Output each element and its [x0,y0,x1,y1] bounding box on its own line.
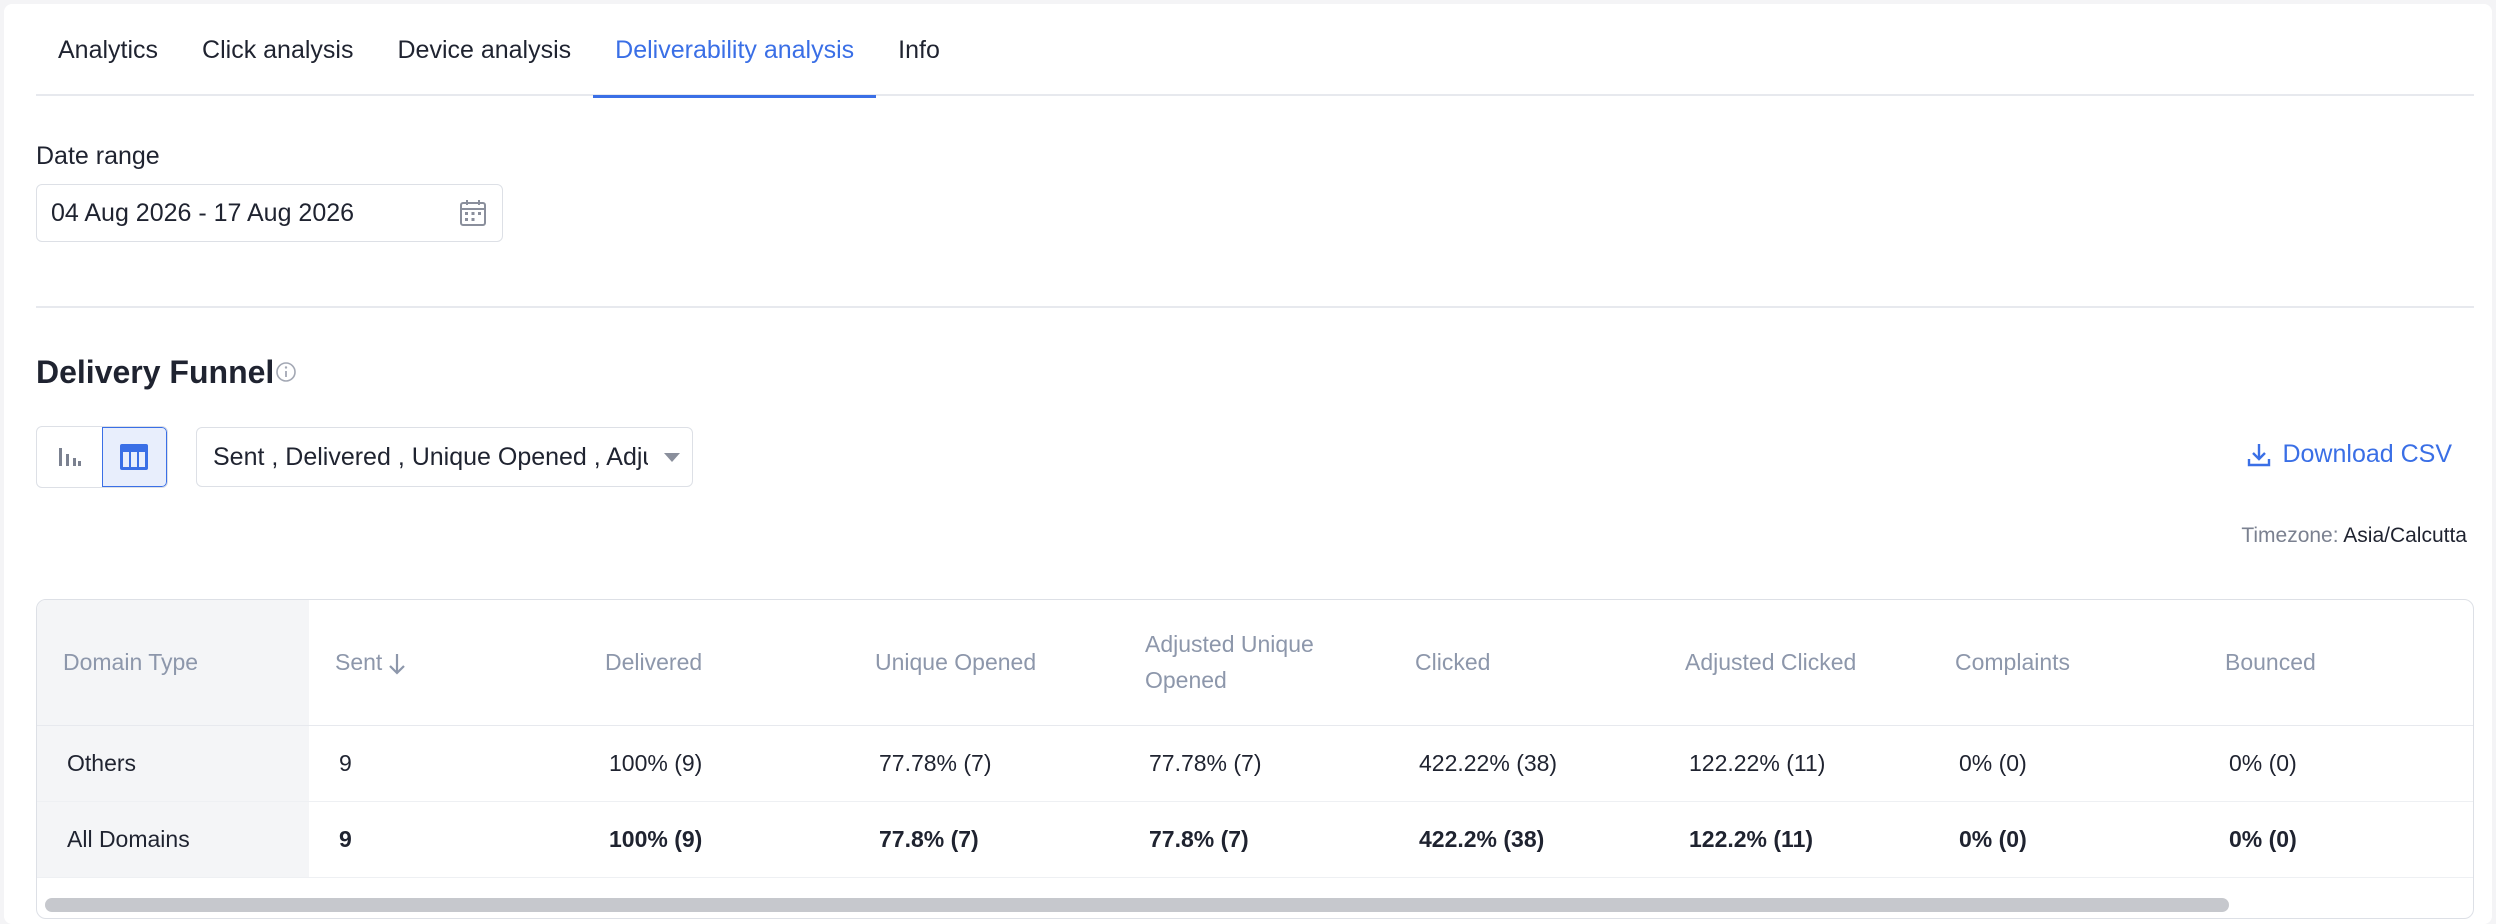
date-range-value: 04 Aug 2026 - 17 Aug 2026 [51,198,355,227]
timezone-value: Asia/Calcutta [2343,524,2467,547]
tab-info[interactable]: Info [898,35,940,64]
table-cell: 77.78% (7) [849,725,1119,802]
tab-device-analysis[interactable]: Device analysis [397,35,572,64]
download-icon [2248,443,2271,466]
table-header-row: Domain Type Sent Delivered Unique Opened… [37,600,2473,726]
date-range-picker[interactable]: 04 Aug 2026 - 17 Aug 2026 [36,184,503,242]
analytics-card: Analytics Click analysis Device analysis… [4,4,2492,924]
column-header-domain-type: Domain Type [37,600,309,726]
timezone-label: Timezone: [2241,524,2339,547]
column-header-unique-opened[interactable]: Unique Opened [849,600,1119,726]
table-cell: 0% (0) [1929,801,2199,878]
table-cell: 122.22% (11) [1659,725,1929,802]
table-row: Others 9 100% (9) 77.78% (7) 77.78% (7) … [37,725,2473,802]
table-cell: Others [37,725,309,802]
tab-deliverability-analysis[interactable]: Deliverability analysis [593,4,877,98]
sort-arrow-down-icon[interactable] [386,651,408,677]
info-icon[interactable] [274,360,298,384]
column-header-clicked[interactable]: Clicked [1389,600,1659,726]
table-cell: All Domains [37,801,309,878]
timezone-info: Timezone: Asia/Calcutta [2241,524,2467,548]
metrics-select-value: Sent , Delivered , Unique Opened , Adjus… [213,442,648,471]
table-cell: 0% (0) [2199,801,2473,878]
table-cell: 100% (9) [579,725,849,802]
table-cell: 0% (0) [2199,725,2473,802]
chevron-down-icon [664,453,680,462]
column-header-complaints[interactable]: Complaints [1929,600,2199,726]
table-icon [120,444,149,470]
column-header-adjusted-unique-opened[interactable]: Adjusted Unique Opened [1119,600,1389,726]
table-cell: 77.8% (7) [849,801,1119,878]
table-cell: 77.8% (7) [1119,801,1389,878]
table-cell: 0% (0) [1929,725,2199,802]
funnel-table: Domain Type Sent Delivered Unique Opened… [37,600,2473,878]
column-header-bounced[interactable]: Bounced [2199,600,2473,726]
table-view-button[interactable] [101,427,167,487]
date-range-label: Date range [36,142,160,170]
column-header-adjusted-clicked[interactable]: Adjusted Clicked [1659,600,1929,726]
table-cell: 422.2% (38) [1389,801,1659,878]
table-cell: 9 [309,725,579,802]
section-title: Delivery Funnel [36,354,275,390]
column-header-sent[interactable]: Sent [309,600,579,726]
tab-analytics[interactable]: Analytics [58,35,159,64]
table-cell: 422.22% (38) [1389,725,1659,802]
metrics-select[interactable]: Sent , Delivered , Unique Opened , Adjus… [196,427,693,487]
download-csv-button[interactable]: Download CSV [2246,440,2452,469]
view-toggle [36,426,168,488]
table-cell: 122.2% (11) [1659,801,1929,878]
column-header-delivered[interactable]: Delivered [579,600,849,726]
table-cell: 77.78% (7) [1119,725,1389,802]
table-cell: 100% (9) [579,801,849,878]
table-cell: 9 [309,801,579,878]
section-divider [36,306,2474,308]
funnel-table-container: Domain Type Sent Delivered Unique Opened… [36,599,2474,919]
tab-click-analysis[interactable]: Click analysis [202,35,354,64]
horizontal-scrollbar[interactable] [45,898,2229,912]
table-row-total: All Domains 9 100% (9) 77.8% (7) 77.8% (… [37,801,2473,878]
download-csv-label: Download CSV [2282,440,2452,468]
tab-bar: Analytics Click analysis Device analysis… [36,4,2474,98]
chart-view-button[interactable] [37,427,102,487]
calendar-icon[interactable] [458,198,488,228]
bar-chart-icon [59,448,82,466]
